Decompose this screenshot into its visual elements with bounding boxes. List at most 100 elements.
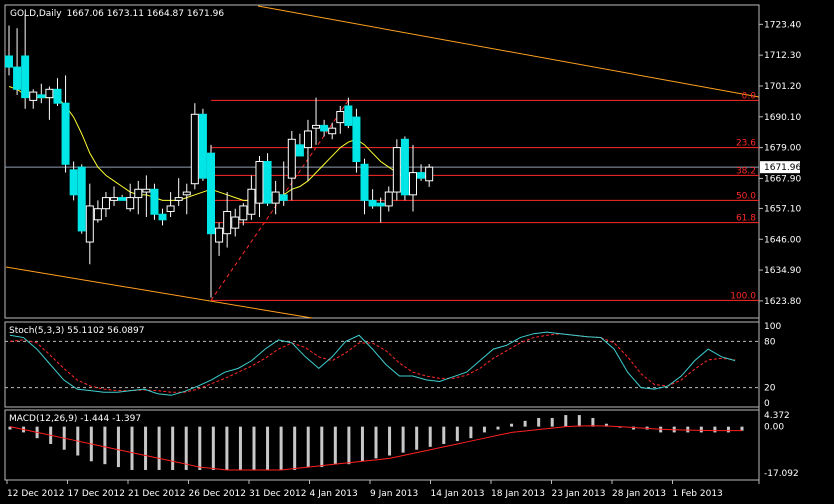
macd-histogram-bar (564, 415, 568, 427)
candle-body (118, 197, 127, 201)
candle-body (239, 205, 248, 221)
price-tick-label: 1701.20 (764, 82, 801, 92)
macd-histogram-bar (157, 426, 161, 470)
fib-level-label: 38.2 (736, 166, 756, 176)
candle-body (295, 144, 304, 157)
macd-histogram-bar (360, 426, 364, 462)
candle-body (61, 102, 70, 165)
macd-histogram-bar (428, 426, 432, 447)
candle-body (271, 191, 280, 204)
candle-body (320, 124, 329, 132)
candle-body (384, 191, 393, 207)
candle-body (69, 169, 78, 196)
price-tick-label: 1657.10 (764, 204, 801, 214)
macd-histogram-bar (537, 417, 541, 427)
macd-tick-label: 0.00 (764, 423, 784, 433)
date-tick-label: 23 Jan 2013 (552, 489, 606, 499)
macd-histogram-bar (455, 426, 459, 442)
candle-body (29, 91, 38, 101)
macd-histogram-bar (550, 417, 554, 427)
candle-body (126, 197, 135, 210)
fib-level-label: 50.0 (736, 191, 756, 201)
macd-histogram-bar (415, 426, 419, 450)
candle-body (158, 213, 167, 221)
candle-body (150, 188, 159, 215)
candle-body (376, 202, 385, 207)
macd-histogram-bar (225, 426, 229, 470)
price-tick-label: 1634.90 (764, 266, 801, 276)
candle-body (247, 188, 256, 215)
candle-body (360, 163, 369, 201)
price-tick-label: 1723.40 (764, 20, 801, 30)
macd-histogram-bar (510, 423, 514, 427)
candle-body (142, 188, 151, 193)
candle-body (166, 205, 175, 212)
macd-histogram-bar (699, 426, 703, 433)
price-tick-label: 1646.00 (764, 235, 801, 245)
macd-histogram-bar (401, 426, 405, 453)
candle-body (37, 94, 46, 99)
macd-histogram-bar (266, 426, 270, 470)
macd-tick-label: -17.092 (764, 469, 799, 479)
macd-histogram-bar (577, 415, 581, 427)
macd-histogram-bar (740, 426, 744, 431)
macd-histogram-bar (469, 426, 473, 439)
macd-histogram-bar (293, 426, 297, 470)
date-tick-label: 26 Dec 2012 (189, 489, 247, 499)
candle-body (303, 130, 312, 149)
candle-body (85, 205, 94, 243)
macd-histogram-bar (347, 426, 351, 465)
current-price-label: 1671.96 (764, 163, 801, 173)
macd-histogram-bar (211, 426, 215, 470)
date-tick-label: 18 Jan 2013 (491, 489, 545, 499)
main-panel (4, 4, 760, 319)
candle-body (101, 197, 110, 210)
candle-body (400, 138, 409, 196)
macd-histogram-bar (632, 426, 636, 430)
macd-histogram-bar (279, 426, 283, 470)
macd-histogram-bar (713, 426, 717, 433)
candle-body (368, 199, 377, 207)
candle-body (352, 116, 361, 162)
candle-body (21, 55, 30, 99)
fib-level-label: 0.0 (742, 91, 757, 101)
candle-body (279, 194, 288, 201)
lower-trend-line (5, 266, 313, 319)
candle-body (344, 105, 353, 126)
stoch-tick-label: 80 (764, 337, 776, 347)
symbol-label: GOLD,Daily (10, 9, 62, 19)
macd-histogram-bar (8, 426, 12, 430)
macd-histogram-bar (103, 426, 107, 465)
price-tick-label: 1712.30 (764, 51, 801, 61)
fib-level-label: 23.6 (736, 139, 756, 149)
macd-histogram-bar (523, 420, 527, 427)
fib-level-label: 100.0 (730, 291, 756, 301)
candle-body (215, 227, 224, 243)
macd-histogram-bar (482, 426, 486, 433)
stoch-tick-label: 20 (764, 384, 776, 394)
candle-body (328, 127, 337, 135)
candle-body (93, 208, 102, 221)
candle-body (5, 55, 13, 68)
stoch-label: Stoch(5,3,3) 55.1102 56.0897 (9, 326, 144, 336)
candle-body (134, 188, 143, 199)
date-tick-label: 21 Dec 2012 (128, 489, 186, 499)
stoch-main-line (9, 331, 736, 396)
candle-body (263, 161, 272, 204)
candle-body (409, 172, 417, 196)
macd-histogram-bar (238, 426, 242, 470)
date-tick-label: 4 Jan 2013 (310, 489, 358, 499)
date-tick-label: 28 Jan 2013 (612, 489, 666, 499)
macd-histogram-bar (116, 426, 120, 468)
candle-body (45, 88, 54, 99)
candle-body (207, 152, 215, 235)
macd-histogram-bar (171, 426, 175, 470)
candle-body (198, 113, 207, 179)
candle-body (182, 191, 191, 196)
price-tick-label: 1623.80 (764, 297, 801, 307)
macd-histogram-bar (198, 426, 202, 470)
candle-body (312, 124, 321, 129)
price-tick-label: 1679.00 (764, 144, 801, 154)
date-tick-label: 9 Jan 2013 (370, 489, 418, 499)
